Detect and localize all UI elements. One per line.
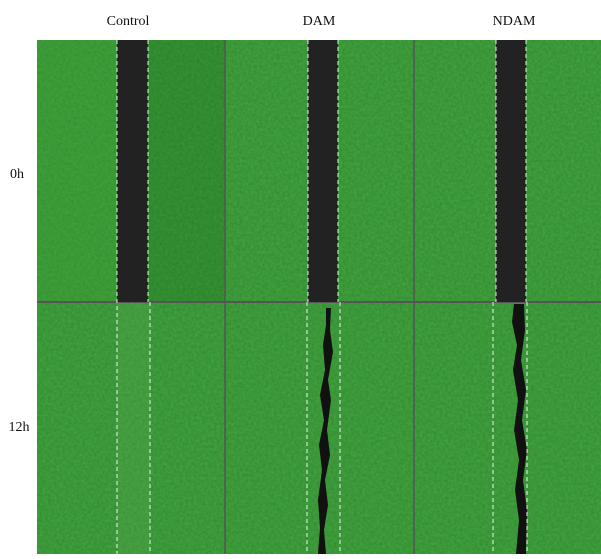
scratch xyxy=(308,40,338,302)
panel-shade xyxy=(37,40,117,302)
row-label: 12h xyxy=(9,420,30,435)
column-label: DAM xyxy=(303,14,336,29)
scratch xyxy=(117,40,148,302)
panel-shade xyxy=(148,40,225,302)
figure: Control DAM NDAM 0h 12h xyxy=(0,0,601,554)
image-grid xyxy=(37,40,601,554)
closed-scratch xyxy=(117,302,150,554)
column-label: Control xyxy=(107,14,150,29)
scratch xyxy=(496,40,526,302)
column-label: NDAM xyxy=(493,14,536,29)
row-label: 0h xyxy=(10,167,24,182)
